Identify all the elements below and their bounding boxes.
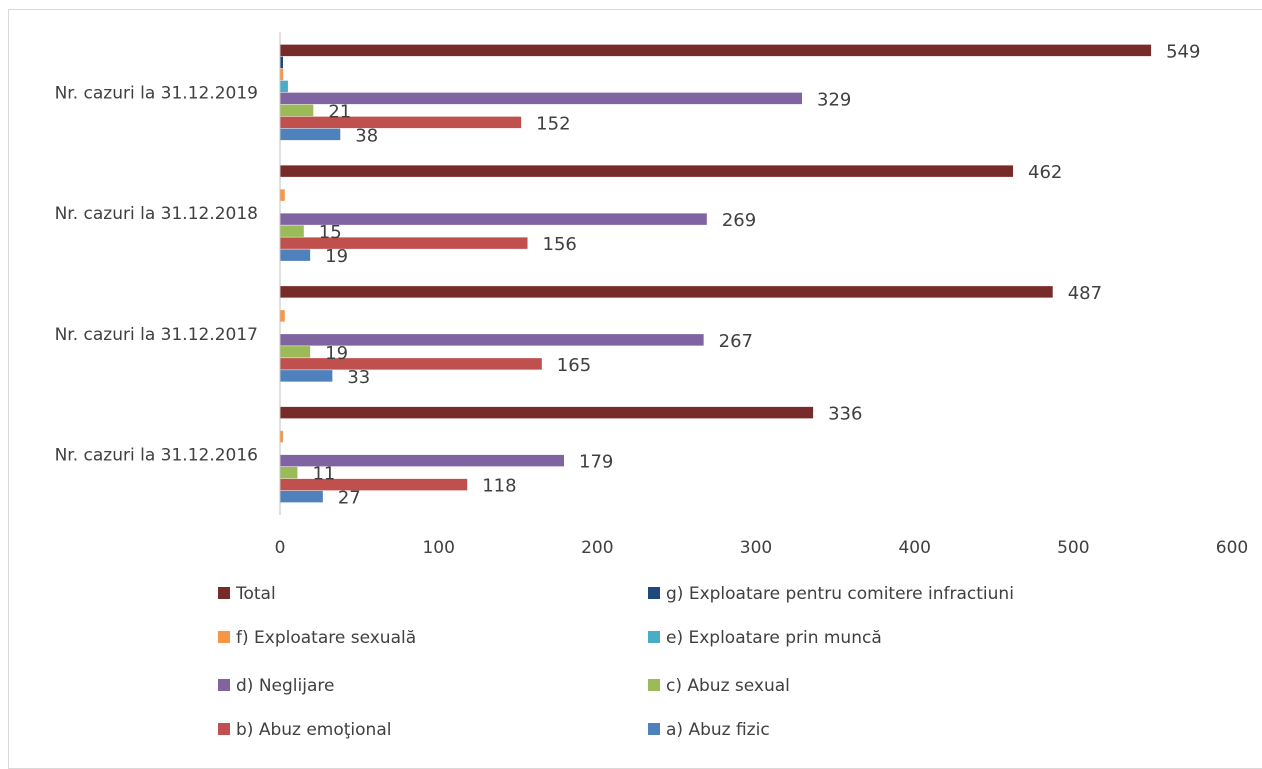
data-label: 33 — [347, 367, 370, 388]
data-label: 21 — [328, 101, 351, 122]
legend-swatch — [218, 723, 230, 735]
bar-g-3 — [280, 56, 283, 69]
legend-swatch — [218, 631, 230, 643]
bar-b-2 — [280, 237, 528, 249]
data-label: 549 — [1166, 41, 1200, 62]
bar-c-2 — [280, 225, 304, 237]
bar-total-3 — [280, 44, 1152, 57]
bar-total-0 — [280, 406, 814, 419]
data-label: 19 — [325, 343, 348, 364]
data-label: 38 — [355, 125, 378, 146]
x-tick-label: 0 — [275, 538, 286, 558]
legend-item: g) Exploatare pentru comitere infractiun… — [666, 584, 1014, 604]
data-label: 336 — [828, 404, 862, 425]
bar-total-1 — [280, 286, 1053, 298]
bar-b-0 — [280, 478, 468, 491]
x-tick-label: 500 — [1057, 538, 1089, 558]
legend-swatch — [648, 723, 660, 735]
bar-total-2 — [280, 165, 1014, 177]
bar-a-2 — [280, 249, 311, 261]
bar-f-0 — [280, 430, 283, 443]
data-label: 11 — [312, 464, 335, 485]
bar-d-0 — [280, 454, 565, 467]
bar-b-3 — [280, 116, 522, 129]
bar-a-1 — [280, 370, 333, 382]
data-label: 329 — [817, 89, 851, 110]
x-tick-label: 600 — [1216, 538, 1248, 558]
category-label: Nr. cazuri la 31.12.2019 — [55, 83, 258, 103]
data-label: 179 — [579, 452, 613, 473]
legend-item: c) Abuz sexual — [666, 676, 790, 696]
category-label: Nr. cazuri la 31.12.2016 — [55, 446, 258, 466]
legend-item: Total — [235, 584, 276, 604]
legend-item: d) Neglijare — [236, 676, 334, 696]
legend-swatch — [218, 587, 230, 599]
legend-swatch — [648, 631, 660, 643]
data-label: 152 — [536, 113, 570, 134]
bar-a-0 — [280, 490, 323, 503]
legend-swatch — [648, 679, 660, 691]
bar-d-1 — [280, 334, 704, 346]
bar-a-3 — [280, 128, 341, 141]
legend-swatch — [218, 679, 230, 691]
x-tick-label: 400 — [898, 538, 930, 558]
data-label: 19 — [325, 246, 348, 267]
category-label: Nr. cazuri la 31.12.2018 — [55, 204, 258, 224]
bar-f-2 — [280, 189, 285, 201]
data-label: 269 — [722, 210, 756, 231]
legend-item: b) Abuz emoţional — [236, 720, 391, 740]
bar-c-0 — [280, 466, 298, 479]
bar-d-2 — [280, 213, 707, 225]
legend-item: a) Abuz fizic — [666, 720, 770, 740]
legend-item: f) Exploatare sexuală — [236, 628, 416, 648]
data-label: 118 — [482, 476, 516, 497]
bar-e-3 — [280, 80, 288, 93]
legend-item: e) Exploatare prin muncă — [666, 628, 882, 648]
x-tick-label: 300 — [740, 538, 772, 558]
chart-frame — [8, 9, 1262, 769]
category-label: Nr. cazuri la 31.12.2017 — [55, 325, 258, 345]
data-label: 27 — [338, 488, 361, 509]
data-label: 156 — [543, 234, 577, 255]
data-label: 165 — [557, 355, 591, 376]
bar-f-3 — [280, 68, 284, 81]
bar-c-3 — [280, 104, 314, 117]
bar-d-3 — [280, 92, 803, 105]
data-label: 15 — [319, 222, 342, 243]
bar-b-1 — [280, 358, 542, 370]
legend-swatch — [648, 587, 660, 599]
bar-f-1 — [280, 310, 285, 322]
x-tick-label: 200 — [581, 538, 613, 558]
bar-c-1 — [280, 346, 311, 358]
data-label: 487 — [1068, 283, 1102, 304]
data-label: 462 — [1028, 162, 1062, 183]
data-label: 267 — [719, 331, 753, 352]
x-tick-label: 100 — [422, 538, 454, 558]
